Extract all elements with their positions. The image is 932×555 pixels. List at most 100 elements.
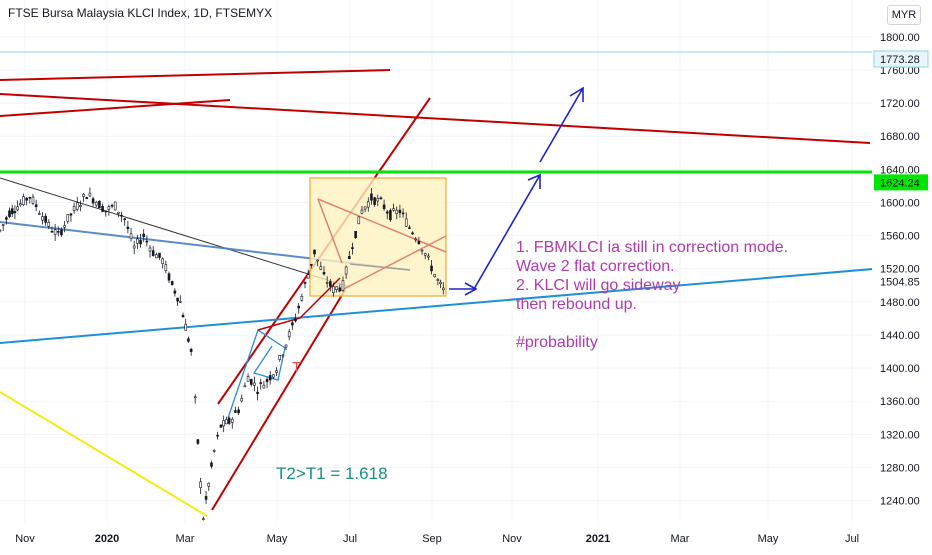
projection-arrow-1 bbox=[449, 86, 584, 296]
candle-body bbox=[341, 280, 345, 291]
candle-body bbox=[322, 272, 326, 275]
candle-body bbox=[10, 208, 14, 215]
small-label: T bbox=[292, 359, 301, 376]
black-downtrend-line bbox=[0, 177, 351, 288]
candle-body bbox=[139, 240, 142, 245]
candle-body bbox=[278, 355, 282, 360]
x-tick-label: Mar bbox=[176, 533, 195, 545]
analysis-note-line: 2. KLCI will go sideway bbox=[516, 277, 681, 294]
candle-body bbox=[56, 231, 60, 233]
y-tick-label: 1320.00 bbox=[880, 429, 920, 441]
candle-body bbox=[401, 212, 405, 215]
candle-body bbox=[225, 419, 228, 425]
analysis-note-line: Wave 2 flat correction. bbox=[516, 258, 675, 275]
candle-body bbox=[204, 496, 208, 500]
candle-body bbox=[373, 197, 376, 205]
candle-body bbox=[284, 344, 288, 348]
analysis-note-line: then rebound up. bbox=[516, 296, 637, 313]
candle-body bbox=[439, 281, 442, 285]
y-tick-label: 1360.00 bbox=[880, 396, 920, 408]
candle-body bbox=[237, 409, 240, 414]
y-tick-label: 1800.00 bbox=[880, 32, 920, 44]
candle-body bbox=[222, 420, 225, 427]
candle-body bbox=[351, 247, 354, 250]
candle-body bbox=[184, 324, 188, 331]
candle-body bbox=[382, 204, 386, 209]
candle-body bbox=[227, 417, 231, 424]
candle-body bbox=[88, 192, 92, 197]
y-tick-label: 1520.00 bbox=[880, 264, 920, 276]
candle-body bbox=[210, 462, 213, 467]
candle-body bbox=[196, 439, 200, 444]
currency-button[interactable]: MYR bbox=[887, 5, 921, 25]
price-label-text: 1773.28 bbox=[880, 54, 920, 66]
price-label-box bbox=[874, 174, 928, 191]
candle-body bbox=[5, 217, 8, 220]
candle-body bbox=[338, 287, 342, 292]
candle-body bbox=[75, 202, 79, 210]
price-candles bbox=[0, 187, 445, 521]
candle-body bbox=[1, 224, 5, 226]
candle-body bbox=[408, 227, 411, 229]
candle-body bbox=[13, 211, 17, 214]
candle-body bbox=[433, 274, 437, 278]
candle-body bbox=[344, 266, 348, 275]
candle-body bbox=[430, 265, 433, 272]
fib-ratio-text: T2>T1 = 1.618 bbox=[276, 464, 388, 483]
candle-body bbox=[50, 231, 54, 233]
candle-body bbox=[272, 374, 275, 378]
candle-body bbox=[420, 249, 424, 252]
candle-body bbox=[436, 279, 440, 281]
candle-body bbox=[8, 210, 11, 217]
candle-body bbox=[366, 201, 370, 208]
candle-body bbox=[120, 214, 123, 217]
candle-body bbox=[212, 449, 216, 452]
candle-body bbox=[389, 210, 392, 221]
x-tick-label: 2021 bbox=[586, 533, 610, 545]
candle-body bbox=[313, 249, 316, 255]
blue-triangle-pattern-2 bbox=[257, 277, 341, 331]
candle-body bbox=[117, 211, 120, 214]
candle-body bbox=[230, 418, 234, 423]
candle-body bbox=[306, 274, 310, 279]
candle-body bbox=[319, 266, 323, 270]
candle-body bbox=[316, 259, 319, 262]
candle-body bbox=[98, 200, 101, 209]
candle-body bbox=[113, 201, 117, 211]
candle-body bbox=[357, 216, 361, 225]
candle-body bbox=[82, 194, 85, 197]
x-axis-background bbox=[0, 522, 932, 550]
candle-body bbox=[202, 518, 205, 520]
red-trend-line-2 bbox=[0, 99, 231, 117]
overlays bbox=[0, 51, 872, 296]
candle-body bbox=[123, 218, 127, 221]
candle-body bbox=[291, 322, 294, 326]
red-channel-lower-line bbox=[211, 289, 346, 511]
y-tick-label: 1560.00 bbox=[880, 231, 920, 243]
candle-body bbox=[16, 206, 19, 211]
candle-body bbox=[398, 209, 402, 214]
y-tick-label: 1600.00 bbox=[880, 197, 920, 209]
blue-triangle-pattern bbox=[227, 328, 286, 419]
candle-body bbox=[91, 198, 95, 204]
candle-body bbox=[28, 197, 32, 199]
x-tick-label: May bbox=[758, 533, 779, 545]
candle-body bbox=[132, 245, 136, 249]
candle-body bbox=[94, 201, 98, 206]
x-tick-label: Jul bbox=[343, 533, 357, 545]
candle-body bbox=[44, 215, 47, 223]
candle-body bbox=[142, 233, 145, 237]
y-tick-label: 1280.00 bbox=[880, 462, 920, 474]
candle-body bbox=[275, 370, 278, 373]
candle-body bbox=[145, 240, 149, 243]
candle-body bbox=[360, 209, 364, 214]
y-tick-label: 1720.00 bbox=[880, 98, 920, 110]
candle-body bbox=[411, 232, 414, 235]
candle-body bbox=[19, 203, 22, 206]
candle-body bbox=[329, 281, 332, 287]
candle-body bbox=[63, 225, 66, 228]
candle-body bbox=[79, 205, 82, 207]
